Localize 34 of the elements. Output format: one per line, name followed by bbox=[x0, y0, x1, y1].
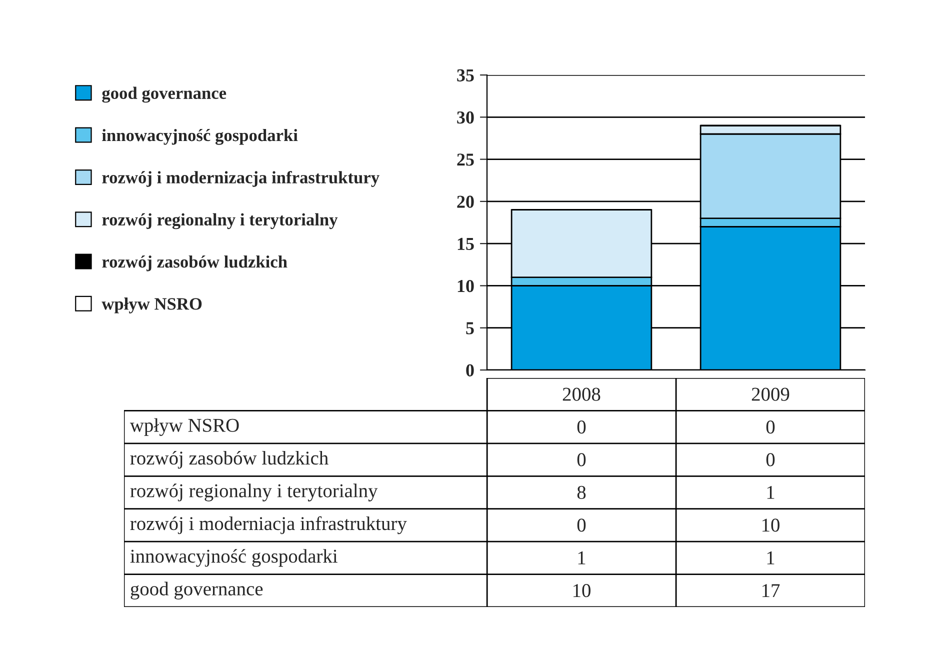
data-label: 10 bbox=[762, 518, 780, 532]
data-label: 10 bbox=[573, 584, 590, 598]
legend-label: rozwój zasobów ludzkich bbox=[102, 255, 288, 272]
data-label: 8 bbox=[577, 486, 586, 500]
text: innowacyjność gospodarki bbox=[130, 549, 338, 567]
text: rozwój regionalny i terytorialny bbox=[130, 484, 378, 502]
legend-label: innowacyjność gospodarki bbox=[102, 128, 298, 145]
y-tick-label: 15 bbox=[458, 238, 474, 250]
data-label: 1 bbox=[767, 551, 774, 564]
text: rozwój zasobów ludzkich bbox=[130, 450, 328, 469]
legend-label: wpływ NSRO bbox=[102, 298, 202, 314]
legend-label: good governance bbox=[102, 86, 226, 103]
data-label: 0 bbox=[577, 518, 586, 532]
y-tick-label: 35 bbox=[457, 69, 474, 82]
data-label: 0 bbox=[577, 453, 586, 466]
data-label: 0 bbox=[766, 420, 775, 434]
y-tick-label: 20 bbox=[457, 196, 474, 208]
text: good governance bbox=[130, 582, 263, 600]
y-tick-label: 0 bbox=[466, 364, 474, 376]
text: rozwój i moderniacja infrastruktury bbox=[130, 516, 407, 534]
legend-label: rozwój i modernizacja infrastruktury bbox=[102, 171, 380, 187]
x-tick-label: 2009 bbox=[752, 388, 790, 401]
data-label: 0 bbox=[766, 453, 775, 466]
data-label: 1 bbox=[578, 551, 586, 564]
y-tick-label: 10 bbox=[458, 280, 474, 292]
y-tick-label: 25 bbox=[457, 154, 474, 166]
data-label: 1 bbox=[767, 486, 774, 499]
y-tick-label: 5 bbox=[466, 322, 474, 334]
legend-label: rozwój regionalny i terytorialny bbox=[102, 213, 338, 230]
x-tick-label: 2008 bbox=[562, 388, 600, 401]
data-label: 17 bbox=[762, 584, 780, 597]
data-label: 0 bbox=[577, 420, 586, 434]
y-tick-label: 30 bbox=[457, 111, 474, 124]
text: wpływ NSRO bbox=[130, 418, 239, 436]
